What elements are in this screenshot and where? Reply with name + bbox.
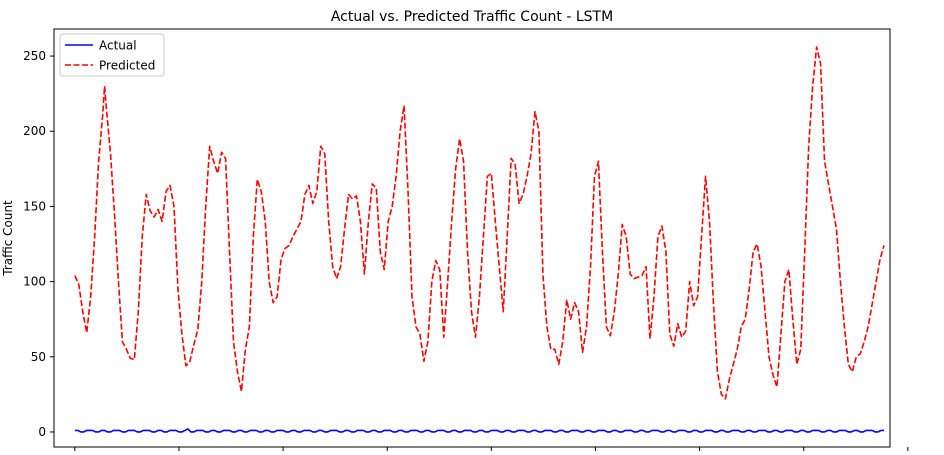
chart-title: Actual vs. Predicted Traffic Count - LST… xyxy=(331,9,613,25)
legend-actual-label: Actual xyxy=(99,39,137,53)
legend-predicted-label: Predicted xyxy=(99,59,155,73)
y-tick-label: 100 xyxy=(23,275,46,289)
y-tick-label: 250 xyxy=(23,49,46,63)
x-axis xyxy=(74,447,909,451)
plot-frame xyxy=(53,28,891,448)
y-tick-label: 50 xyxy=(31,350,46,364)
series-line-actual xyxy=(74,427,885,433)
plot-area xyxy=(74,46,885,433)
y-axis: 0 50 100 150 200 250 xyxy=(23,49,54,439)
legend: Actual Predicted xyxy=(59,33,165,77)
y-tick-label: 150 xyxy=(23,199,46,213)
y-tick-label: 200 xyxy=(23,124,46,138)
y-axis-label: Traffic Count xyxy=(1,200,15,277)
series-line-predicted xyxy=(74,46,885,400)
y-tick-label: 0 xyxy=(38,425,46,439)
